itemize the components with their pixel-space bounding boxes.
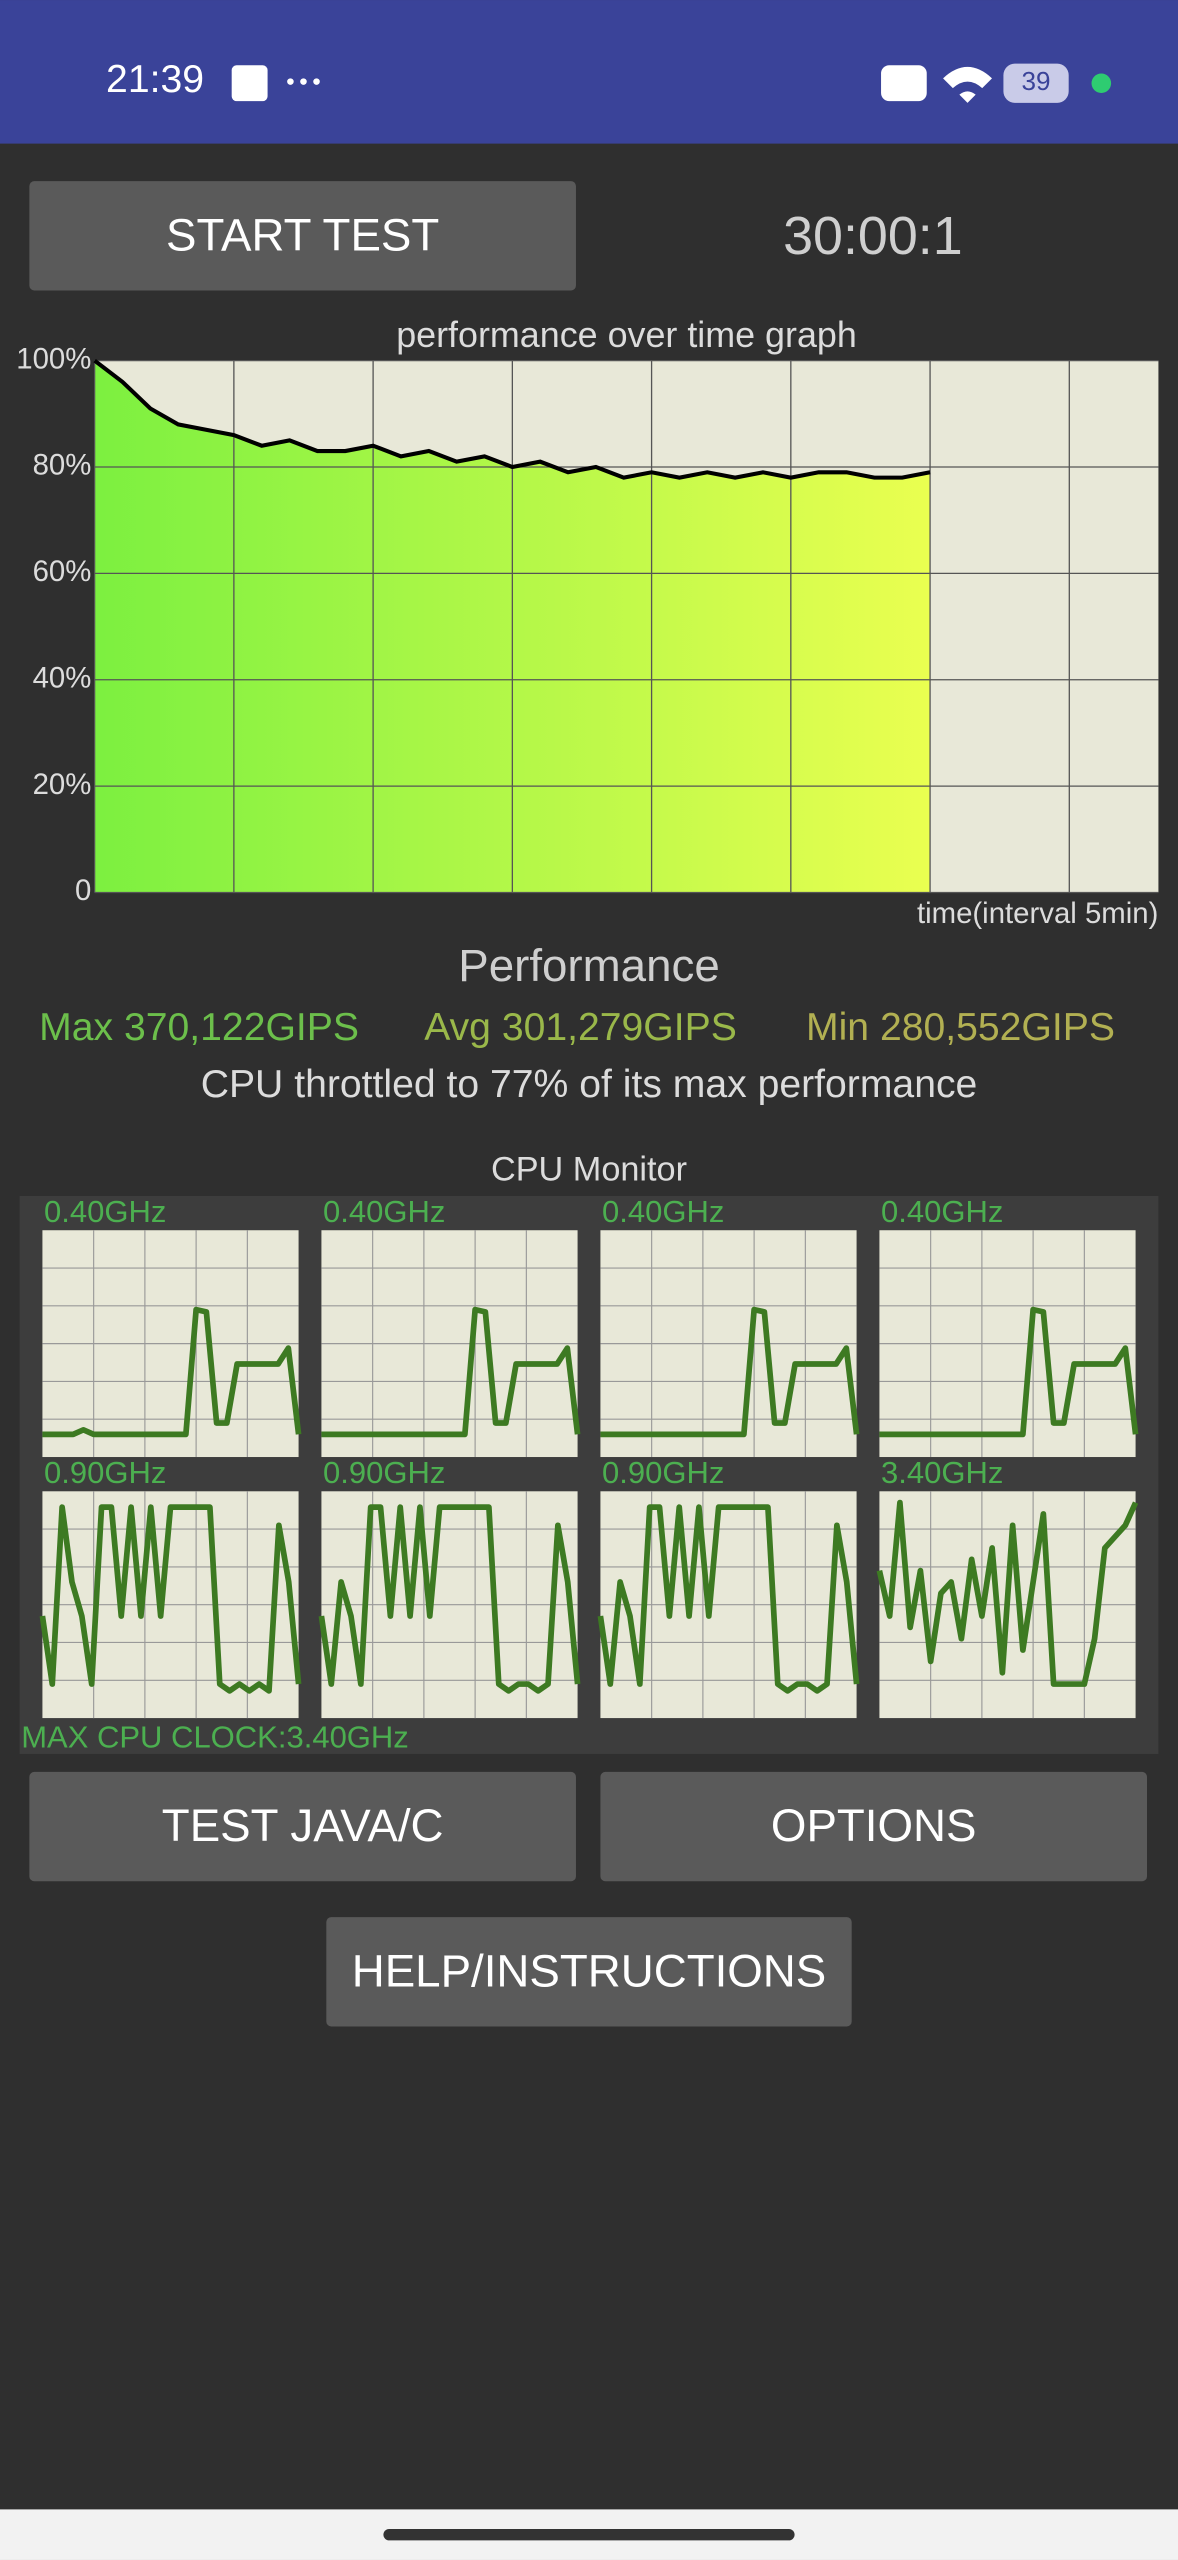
core-line bbox=[318, 1504, 581, 1694]
y-tick-label: 100% bbox=[16, 342, 91, 375]
core-chart: 0.40GHz bbox=[600, 1194, 860, 1458]
x-axis-label: time(interval 5min) bbox=[917, 897, 1158, 930]
battery-level: 39 bbox=[1022, 66, 1051, 96]
max-cpu-clock: MAX CPU CLOCK:3.40GHz bbox=[21, 1719, 409, 1754]
min-score: Min 280,552GIPS bbox=[806, 1006, 1115, 1049]
test-java-button[interactable]: TEST JAVA/C bbox=[29, 1771, 576, 1882]
performance-title: Performance bbox=[458, 940, 719, 991]
max-score: Max 370,122GIPS bbox=[39, 1006, 359, 1049]
start-button[interactable]: START TEST bbox=[29, 181, 576, 291]
help-button[interactable]: HELP/INSTRUCTIONS bbox=[326, 1917, 852, 2027]
wifi-icon bbox=[943, 66, 992, 103]
more-dot bbox=[287, 78, 294, 85]
core-line bbox=[600, 1306, 860, 1438]
privacy-dot bbox=[1091, 73, 1112, 94]
core-chart: 0.40GHz bbox=[321, 1194, 581, 1458]
core-line bbox=[879, 1306, 1139, 1438]
core-chart: 0.40GHz bbox=[42, 1194, 302, 1458]
battery-icon bbox=[1003, 63, 1069, 103]
core-line bbox=[42, 1306, 302, 1438]
core-frequency: 0.40GHz bbox=[323, 1194, 445, 1229]
button-background[interactable] bbox=[600, 1771, 1147, 1882]
core-chart: 0.90GHz bbox=[39, 1455, 302, 1719]
core-chart: 0.40GHz bbox=[879, 1194, 1139, 1458]
core-chart: 0.90GHz bbox=[597, 1455, 860, 1719]
avg-score: Avg 301,279GIPS bbox=[424, 1006, 737, 1049]
button-background[interactable] bbox=[29, 1771, 576, 1882]
button-label[interactable]: HELP/INSTRUCTIONS bbox=[352, 1945, 827, 1996]
timer: 30:00:1 bbox=[783, 206, 963, 266]
notification-icon bbox=[231, 65, 268, 102]
y-tick-label: 20% bbox=[33, 768, 92, 801]
chart-title: performance over time graph bbox=[396, 315, 857, 355]
core-line bbox=[597, 1504, 860, 1694]
core-frequency: 0.90GHz bbox=[44, 1455, 166, 1490]
button-label[interactable]: START TEST bbox=[166, 209, 439, 260]
core-line bbox=[39, 1504, 302, 1694]
button-label[interactable]: TEST JAVA/C bbox=[162, 1800, 444, 1851]
core-frequency: 3.40GHz bbox=[881, 1455, 1003, 1490]
core-frequency: 0.40GHz bbox=[602, 1194, 724, 1229]
button-label[interactable]: OPTIONS bbox=[771, 1800, 977, 1851]
core-line bbox=[876, 1499, 1139, 1687]
sim-icon bbox=[881, 65, 927, 102]
throttle-text: CPU throttled to 77% of its max performa… bbox=[201, 1063, 978, 1106]
core-chart: 3.40GHz bbox=[876, 1455, 1139, 1719]
core-frequency: 0.40GHz bbox=[881, 1194, 1003, 1229]
home-handle[interactable] bbox=[383, 2528, 795, 2541]
core-frequency: 0.90GHz bbox=[323, 1455, 445, 1490]
options-button[interactable]: OPTIONS bbox=[600, 1771, 1147, 1882]
y-tick-label: 40% bbox=[33, 661, 92, 694]
more-dot bbox=[300, 78, 307, 85]
clock: 21:39 bbox=[106, 58, 204, 101]
more-dot bbox=[313, 78, 320, 85]
core-frequency: 0.40GHz bbox=[44, 1194, 166, 1229]
performance-line bbox=[93, 358, 931, 480]
cpu-monitor-title: CPU Monitor bbox=[491, 1151, 687, 1189]
y-tick-label: 0 bbox=[75, 874, 91, 907]
y-tick-label: 80% bbox=[33, 449, 92, 482]
y-tick-label: 60% bbox=[33, 555, 92, 588]
cpu-cores: 0.40GHz 0.40GHz 0.40GHz 0.40GHz 0.90GHz 0.90G… bbox=[39, 1194, 1139, 1719]
button-background[interactable] bbox=[326, 1917, 852, 2027]
core-chart: 0.90GHz bbox=[318, 1455, 581, 1719]
core-line bbox=[321, 1306, 581, 1438]
core-frequency: 0.90GHz bbox=[602, 1455, 724, 1490]
button-background[interactable] bbox=[29, 181, 576, 291]
plot: 100% 80% 60% 40% 20% 0 bbox=[16, 342, 1159, 907]
